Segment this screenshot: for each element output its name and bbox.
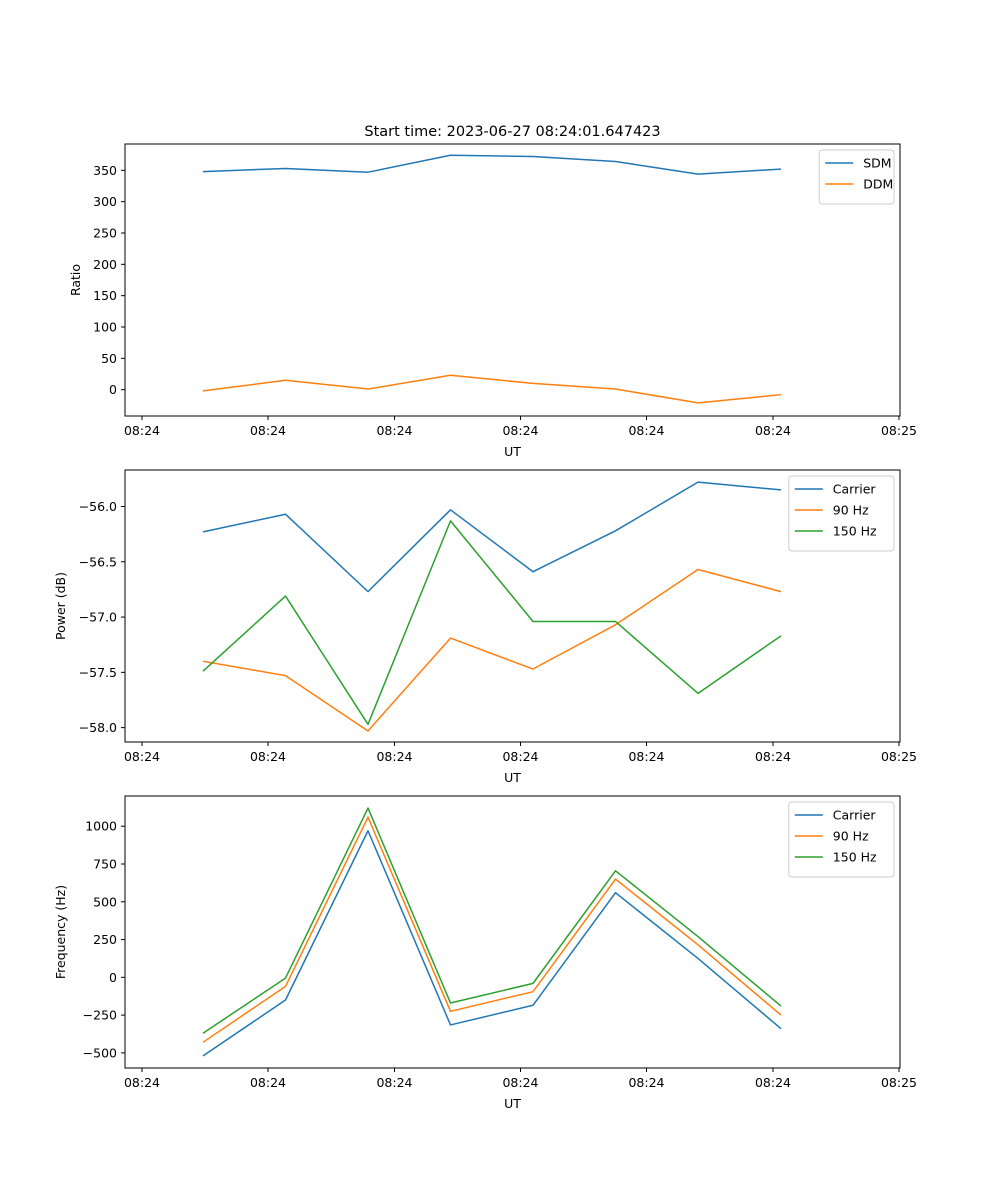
y-tick-label: 50 <box>101 351 117 366</box>
y-tick-label: 350 <box>93 163 117 178</box>
x-tick-label: 08:24 <box>755 423 791 438</box>
legend-label: Carrier <box>833 482 877 497</box>
figure-title: Start time: 2023-06-27 08:24:01.647423 <box>364 124 660 140</box>
x-tick-label: 08:24 <box>755 1075 791 1090</box>
x-tick-label: 08:24 <box>502 1075 538 1090</box>
legend: SDM DDM <box>818 149 895 205</box>
legend-label: 90 Hz <box>833 829 869 844</box>
y-tick-label: 150 <box>93 288 117 303</box>
y-tick-label: −58.0 <box>79 720 117 735</box>
y-tick-label: −57.0 <box>79 610 117 625</box>
x-tick-label: 08:25 <box>881 423 917 438</box>
series-line-150-hz <box>202 807 782 1034</box>
x-tick-label: 08:24 <box>124 1075 160 1090</box>
legend-label: SDM <box>863 156 891 171</box>
plot-area <box>124 469 901 743</box>
x-tick-label: 08:25 <box>881 749 917 764</box>
legend-label: 150 Hz <box>833 524 877 539</box>
series-line-ddm <box>202 374 782 404</box>
legend-label: DDM <box>863 177 893 192</box>
y-tick-label: 750 <box>93 857 117 872</box>
x-tick-label: 08:24 <box>124 749 160 764</box>
legend: Carrier 90 Hz 150 Hz <box>788 801 895 878</box>
series-line-carrier <box>202 481 782 593</box>
x-axis-label: UT <box>504 444 521 459</box>
y-axis-label: Power (dB) <box>53 572 68 640</box>
plot-area <box>124 143 901 417</box>
y-tick-label: −56.5 <box>79 554 117 569</box>
series-line-90-hz <box>202 816 782 1043</box>
legend-label: Carrier <box>833 808 877 823</box>
y-tick-label: 0 <box>109 382 117 397</box>
x-axis-label: UT <box>504 770 521 785</box>
y-tick-label: 250 <box>93 932 117 947</box>
subplot-2: 08:24 08:24 08:24 08:24 08:24 08:24 08:25 −58.0… <box>53 469 917 785</box>
x-tick-label: 08:24 <box>124 423 160 438</box>
series-line-sdm <box>202 154 782 175</box>
plot-area <box>124 795 901 1069</box>
x-tick-label: 08:24 <box>628 749 664 764</box>
y-tick-label: 100 <box>93 320 117 335</box>
x-tick-label: 08:24 <box>250 423 286 438</box>
x-tick-label: 08:24 <box>755 749 791 764</box>
axes-container: 08:24 08:24 08:24 08:24 08:24 08:24 08:25 0 50 10… <box>53 143 917 1111</box>
legend-box <box>788 475 895 552</box>
subplot-3: 08:24 08:24 08:24 08:24 08:24 08:24 08:25 −500 −… <box>53 795 917 1111</box>
x-tick-label: 08:24 <box>250 1075 286 1090</box>
x-tick-label: 08:24 <box>628 1075 664 1090</box>
x-tick-label: 08:24 <box>376 423 412 438</box>
y-tick-label: 500 <box>93 894 117 909</box>
x-tick-label: 08:24 <box>502 749 538 764</box>
y-tick-label: 200 <box>93 257 117 272</box>
legend-label: 150 Hz <box>833 850 877 865</box>
y-tick-label: 1000 <box>85 819 117 834</box>
x-tick-label: 08:24 <box>376 749 412 764</box>
x-tick-label: 08:24 <box>502 423 538 438</box>
legend-box <box>788 801 895 878</box>
y-axis-label: Frequency (Hz) <box>53 885 68 979</box>
x-tick-label: 08:25 <box>881 1075 917 1090</box>
series-line-150-hz <box>202 520 782 726</box>
y-tick-label: 0 <box>109 970 117 985</box>
x-tick-label: 08:24 <box>376 1075 412 1090</box>
x-axis-label: UT <box>504 1096 521 1111</box>
x-tick-label: 08:24 <box>628 423 664 438</box>
legend: Carrier 90 Hz 150 Hz <box>788 475 895 552</box>
x-tick-label: 08:24 <box>250 749 286 764</box>
legend-label: 90 Hz <box>833 503 869 518</box>
series-line-carrier <box>202 830 782 1057</box>
y-axis-label: Ratio <box>68 264 83 296</box>
y-tick-label: −250 <box>83 1008 117 1023</box>
y-tick-label: −56.0 <box>79 499 117 514</box>
y-tick-label: −57.5 <box>79 665 117 680</box>
subplot-1: 08:24 08:24 08:24 08:24 08:24 08:24 08:25 0 50 10… <box>68 143 917 459</box>
series-line-90-hz <box>202 568 782 732</box>
y-tick-label: 300 <box>93 194 117 209</box>
y-tick-label: −500 <box>83 1045 117 1060</box>
y-tick-label: 250 <box>93 225 117 240</box>
